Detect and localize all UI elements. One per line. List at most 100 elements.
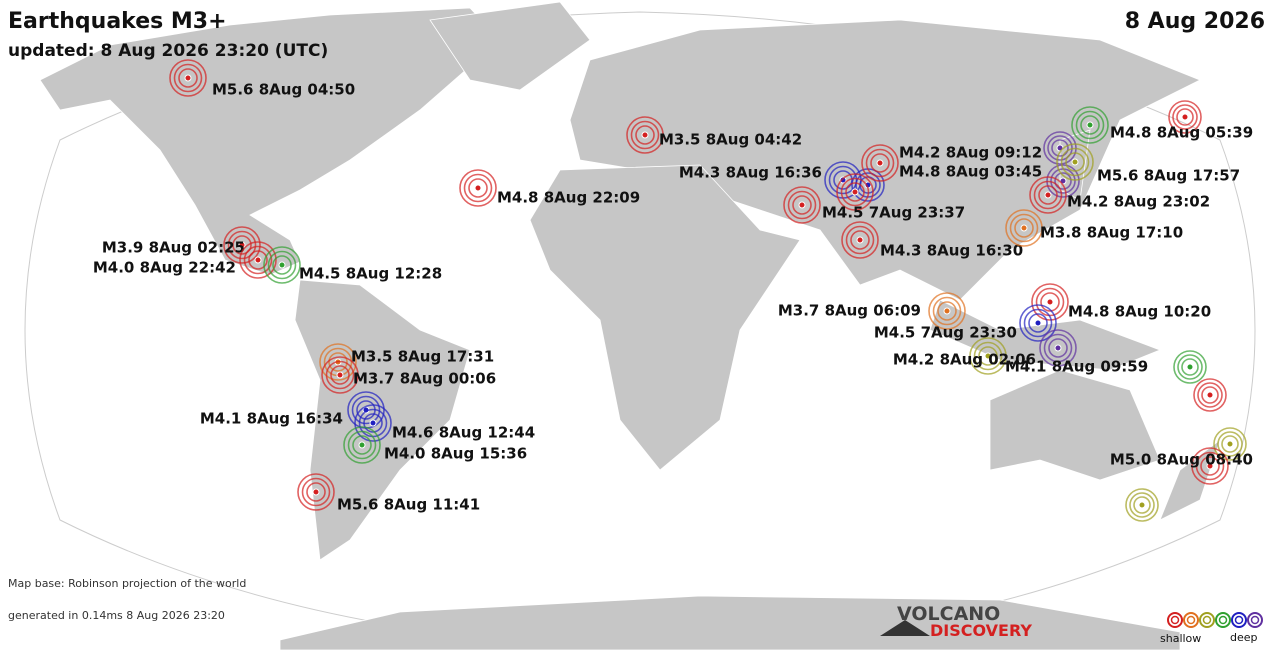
quake-ring <box>1191 447 1229 485</box>
quake-dot <box>641 131 649 139</box>
quake-ring <box>1040 292 1060 312</box>
quake-dot <box>1034 319 1042 327</box>
quake-ring <box>1173 350 1207 384</box>
quake-ring <box>1195 451 1225 481</box>
quake-label: M5.6 8Aug 17:57 <box>1097 167 1240 185</box>
quake-ring <box>330 365 350 385</box>
quake-ring <box>932 296 962 326</box>
quake-label: M4.8 8Aug 05:39 <box>1110 124 1253 142</box>
quake-ring <box>1009 213 1039 243</box>
quake-ring <box>301 477 331 507</box>
quake-ring <box>1033 180 1063 210</box>
quake-dot <box>1071 158 1079 166</box>
quake-ring <box>1193 378 1227 412</box>
legend-ring <box>1202 615 1212 625</box>
legend-ring <box>1247 612 1263 628</box>
quake-ring <box>1172 104 1198 130</box>
quake-ring <box>1039 329 1077 367</box>
quake-ring <box>1065 152 1085 172</box>
quake-ring <box>459 169 497 207</box>
quake-ring <box>1023 308 1053 338</box>
map-base: Map base: Robinson projection of the wor… <box>8 577 246 590</box>
logo-top: VOLCANO <box>897 603 1000 625</box>
quake-dot <box>474 184 482 192</box>
date: 8 Aug 2026 <box>1125 9 1265 34</box>
legend-deep: deep <box>1230 631 1258 644</box>
quake-ring <box>969 337 1007 375</box>
quake-label: M4.1 8Aug 16:34 <box>200 410 343 428</box>
quake-ring <box>840 177 870 207</box>
legend-ring <box>1167 612 1183 628</box>
quake-ring <box>1060 147 1090 177</box>
quake-label: M3.7 8Aug 06:09 <box>778 302 921 320</box>
quake-label: M5.6 8Aug 11:41 <box>337 496 480 514</box>
quake-dot <box>278 261 286 269</box>
quake-ring <box>978 346 998 366</box>
legend-ring <box>1231 612 1247 628</box>
quake-ring <box>841 221 879 259</box>
quake-dot <box>358 441 366 449</box>
quake-ring <box>1176 108 1194 126</box>
quake-ring <box>1028 313 1048 333</box>
quake-dot <box>856 236 864 244</box>
quake-dot <box>851 188 859 196</box>
quake-dot <box>184 74 192 82</box>
quake-ring <box>1168 100 1202 134</box>
quake-dot <box>798 201 806 209</box>
quake-ring <box>1129 492 1155 518</box>
quake-ring <box>928 292 966 330</box>
quake-dot <box>876 159 884 167</box>
updated: updated: 8 Aug 2026 23:20 (UTC) <box>8 41 328 61</box>
quake-dot <box>1020 224 1028 232</box>
generated: generated in 0.14ms 8 Aug 2026 23:20 <box>8 609 225 622</box>
legend-ring <box>1250 615 1260 625</box>
quake-label: M4.0 8Aug 15:36 <box>384 445 527 463</box>
quake-ring <box>845 182 865 202</box>
quake-ring <box>347 430 377 460</box>
quake-ring <box>1181 358 1199 376</box>
quake-ring <box>850 230 870 250</box>
quake-ring <box>1213 427 1247 461</box>
quake-ring <box>468 178 488 198</box>
quake-label: M4.5 7Aug 23:30 <box>874 324 1017 342</box>
quake-ring <box>973 341 1003 371</box>
quake-ring <box>870 153 890 173</box>
logo-icon <box>880 620 930 636</box>
quake-ring <box>232 235 252 255</box>
legend-ring <box>1234 615 1244 625</box>
quake-label: M4.5 7Aug 23:37 <box>822 204 965 222</box>
quake-ring <box>1054 172 1072 190</box>
quake-ring <box>1133 496 1151 514</box>
quake-ring <box>325 360 355 390</box>
quake-ring <box>263 246 301 284</box>
quake-label: M4.2 8Aug 02:06 <box>893 351 1036 369</box>
quake-dot <box>369 419 377 427</box>
quake-ring <box>828 165 858 195</box>
quake-ring <box>272 255 292 275</box>
quake-ring <box>248 250 268 270</box>
quake-ring <box>343 426 381 464</box>
quake-label: M3.8 8Aug 17:10 <box>1040 224 1183 242</box>
quake-dot <box>1086 121 1094 129</box>
quake-ring <box>626 116 664 154</box>
quake-ring <box>792 195 812 215</box>
quake-dot <box>839 176 847 184</box>
quake-ring <box>937 301 957 321</box>
quake-dot <box>336 371 344 379</box>
quake-dot <box>1206 391 1214 399</box>
quake-label: M3.7 8Aug 00:06 <box>353 370 496 388</box>
quake-label: M4.2 8Aug 23:02 <box>1067 193 1210 211</box>
quake-label: M4.3 8Aug 16:36 <box>679 164 822 182</box>
quake-dot <box>1046 298 1054 306</box>
quake-ring <box>1221 435 1239 453</box>
quake-ring <box>865 148 895 178</box>
quake-ring <box>635 125 655 145</box>
quake-label: M3.5 8Aug 17:31 <box>351 348 494 366</box>
quake-ring <box>306 482 326 502</box>
quake-ring <box>223 226 261 264</box>
quake-label: M4.6 8Aug 12:44 <box>392 424 535 442</box>
quake-ring <box>1038 185 1058 205</box>
quake-ring <box>1200 456 1220 476</box>
quake-label: M3.9 8Aug 02:25 <box>102 239 245 257</box>
